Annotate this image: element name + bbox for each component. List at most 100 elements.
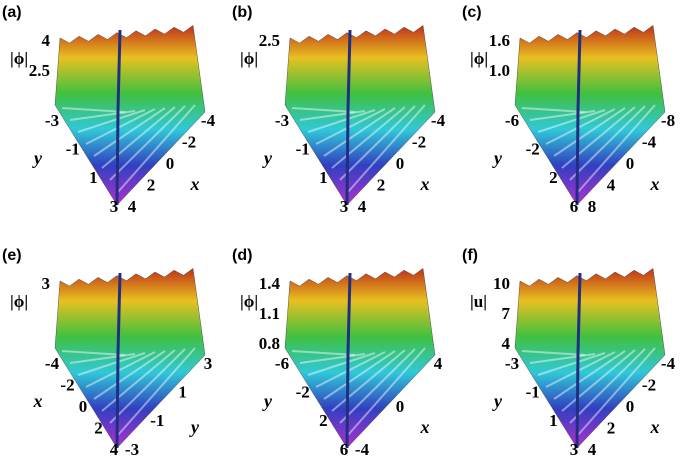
right-tick-label: 4 [434,354,443,373]
surface-ridge [93,107,166,157]
surface-ridge [339,348,416,424]
surface-ridge [323,107,396,157]
panel-label: (c) [462,4,482,21]
surface-ridge [569,348,646,424]
surface-ridge [529,110,596,121]
left-tick-label: -6 [275,354,289,373]
left-axis-label: x [33,391,43,411]
right-axis-label: x [420,174,430,194]
left-tick-label: 1 [89,168,98,187]
surface-ridge [537,352,606,376]
right-tick-label: 0 [626,397,635,416]
right-tick-label: 8 [588,197,597,216]
right-tick-label: -4 [431,111,446,130]
surface-ridge [109,348,186,424]
right-tick-label: -1 [150,411,164,430]
right-axis-label: y [189,417,200,437]
left-tick-label: -3 [45,111,59,130]
surface-ridge [537,109,606,133]
right-tick-label: 4 [607,175,616,194]
left-tick-label: 2 [319,411,328,430]
left-tick-label: 3 [340,197,349,216]
left-tick-label: 3 [110,197,119,216]
surface-ridge [545,108,616,145]
right-tick-label: -4 [642,132,657,151]
surface-ridge [331,349,406,412]
surface-fold [575,29,582,206]
surface-ridge [315,351,386,388]
right-tick-label: -2 [412,132,426,151]
surface-ridge [61,107,126,113]
surface-ridge [69,353,136,364]
left-tick-label: -1 [66,140,80,159]
z-tick-label: 1.0 [489,61,510,80]
surface-ridge [521,107,586,113]
surface-ridge [569,105,646,181]
z-tick-label: 4 [42,31,51,50]
right-tick-label: -4 [355,440,370,459]
right-tick-label: 3 [204,354,213,373]
surface-ridge [299,110,366,121]
right-axis-label: x [650,174,660,194]
surface-ridge [577,347,656,436]
left-tick-label: -1 [296,140,310,159]
z-tick-label: 1.6 [489,31,510,50]
left-tick-label: -2 [296,383,310,402]
surface-ridge [93,350,166,400]
left-axis-label: y [492,391,503,411]
right-tick-label: 0 [166,154,175,173]
panel: (c) |ϕ|1.6 1.0 -6 -2 26 y 840 -4-8 x [462,4,675,216]
right-tick-label: 2 [607,418,616,437]
surface-fold [115,272,122,449]
panel-label: (d) [232,247,252,264]
z-tick-label: 10 [493,274,510,293]
left-tick-label: 1 [549,411,558,430]
z-axis-label: |u| [470,292,487,311]
left-tick-label: -3 [275,111,289,130]
left-tick-label: -6 [505,111,519,130]
left-tick-label: 3 [570,440,579,459]
z-tick-label: 7 [502,304,511,323]
panel-label: (a) [2,4,22,21]
surface-ridge [291,107,356,113]
right-axis-label: x [190,174,200,194]
right-tick-label: 0 [396,154,405,173]
surface-fold [115,29,122,206]
surface-ridge [553,107,626,157]
left-tick-label: 6 [340,440,349,459]
surface [284,268,436,449]
right-tick-label: 0 [396,397,405,416]
right-tick-label: 0 [626,154,635,173]
panel-label: (b) [232,4,252,21]
panel-label: (f) [462,247,478,264]
surface-ridge [299,353,366,364]
left-tick-label: 2 [94,418,103,437]
surface-fold [575,272,582,449]
right-tick-label: -2 [182,132,196,151]
surface [514,25,666,206]
panel-label: (e) [2,247,22,264]
left-tick-label: 4 [110,440,119,459]
right-tick-label: 1 [178,383,187,402]
surface-ridge [561,349,636,412]
left-tick-label: -1 [526,383,540,402]
right-axis-label: x [650,417,660,437]
surface-ridge [545,351,616,388]
surface [284,25,436,206]
right-tick-label: -4 [661,354,676,373]
surface [514,268,666,449]
right-tick-label: 4 [128,197,137,216]
surface-ridge [61,350,126,356]
right-tick-label: -8 [661,111,675,130]
z-tick-label: 0.8 [259,334,280,353]
left-tick-label: -2 [526,140,540,159]
left-axis-label: y [32,148,43,168]
z-axis-label: |ϕ| [10,292,28,311]
z-axis-label: |ϕ| [240,292,258,311]
right-tick-label: -3 [125,440,139,459]
z-tick-label: 2.5 [29,61,50,80]
left-tick-label: -4 [45,354,60,373]
z-axis-label: |ϕ| [240,49,258,68]
